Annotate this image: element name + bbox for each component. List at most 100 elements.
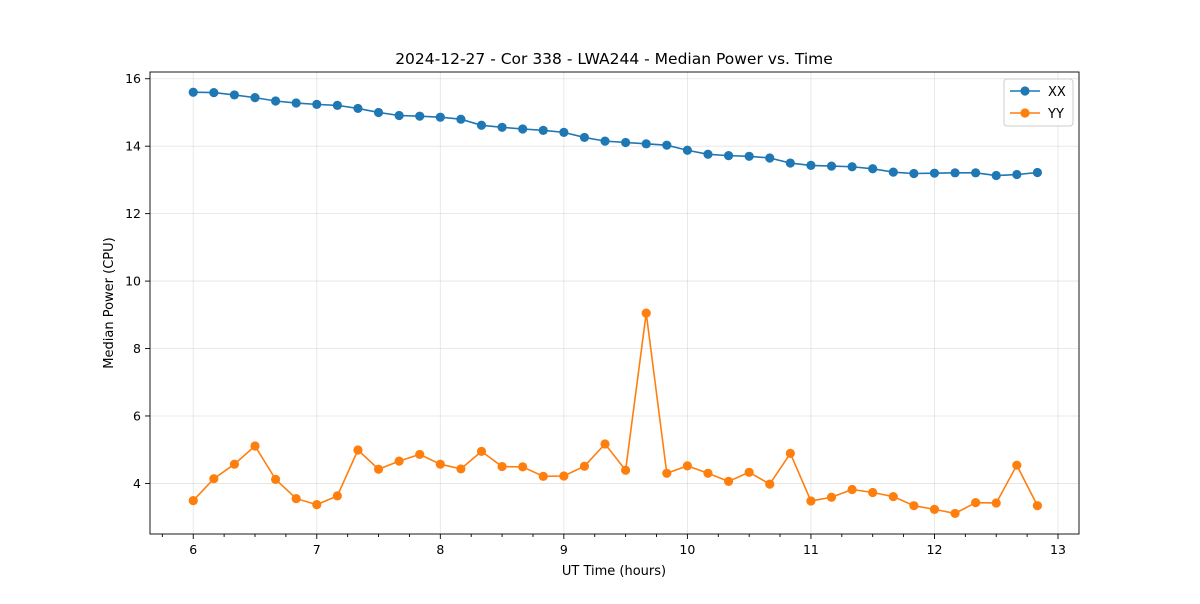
legend-label-xx: XX — [1048, 85, 1066, 100]
data-point-xx — [559, 127, 569, 137]
data-point-xx — [415, 111, 425, 121]
data-point-xx — [209, 87, 219, 98]
x-tick-label: 6 — [189, 542, 197, 557]
y-tick-label: 4 — [133, 476, 141, 491]
data-point-yy — [826, 492, 837, 502]
data-point-yy — [291, 493, 301, 504]
data-point-yy — [682, 461, 692, 471]
x-tick-label: 7 — [313, 542, 321, 557]
data-point-yy — [765, 479, 775, 489]
y-tick-label: 14 — [125, 139, 141, 154]
data-point-xx — [929, 168, 940, 178]
data-point-yy — [847, 484, 857, 495]
y-tick-label: 12 — [125, 206, 141, 221]
data-point-yy — [456, 464, 466, 474]
data-point-yy — [209, 474, 219, 484]
data-point-yy — [929, 504, 940, 514]
data-point-yy — [353, 445, 363, 455]
data-point-xx — [353, 103, 363, 114]
data-point-xx — [826, 161, 837, 171]
data-point-xx — [991, 170, 1001, 181]
data-point-xx — [476, 120, 487, 130]
data-point-yy — [723, 476, 734, 486]
data-point-xx — [723, 151, 734, 161]
data-point-xx — [600, 136, 610, 146]
legend-marker-xx — [1020, 86, 1030, 96]
data-point-xx — [456, 114, 466, 124]
y-tick-label: 10 — [125, 274, 141, 289]
x-tick-label: 11 — [803, 542, 819, 557]
data-point-xx — [271, 96, 281, 106]
x-axis-label: UT Time (hours) — [562, 564, 666, 579]
x-tick-label: 13 — [1050, 542, 1066, 557]
data-point-yy — [497, 461, 507, 472]
data-point-yy — [415, 449, 425, 460]
legend-marker-yy — [1020, 108, 1030, 118]
data-point-xx — [518, 124, 528, 134]
data-point-xx — [250, 93, 260, 103]
y-tick-label: 6 — [133, 408, 141, 423]
data-point-xx — [662, 140, 672, 150]
data-point-xx — [971, 168, 981, 178]
data-point-xx — [621, 137, 631, 148]
data-point-xx — [703, 149, 713, 159]
data-point-yy — [703, 468, 713, 478]
data-point-xx — [435, 112, 445, 122]
data-point-xx — [765, 153, 775, 163]
data-point-xx — [373, 107, 384, 118]
y-tick-label: 8 — [133, 341, 141, 356]
data-point-yy — [909, 501, 919, 511]
data-point-yy — [435, 459, 445, 469]
data-point-xx — [1012, 169, 1022, 180]
y-tick-label: 16 — [125, 71, 141, 86]
data-point-yy — [271, 474, 281, 484]
data-point-yy — [662, 468, 672, 478]
data-point-yy — [518, 462, 528, 472]
data-point-yy — [188, 496, 198, 506]
data-point-xx — [579, 132, 590, 143]
data-point-xx — [291, 98, 301, 108]
x-tick-label: 12 — [927, 542, 943, 557]
data-point-xx — [682, 145, 692, 155]
data-point-xx — [497, 122, 507, 132]
data-point-yy — [538, 471, 548, 481]
data-point-xx — [641, 139, 651, 149]
data-point-xx — [1032, 167, 1043, 178]
data-point-yy — [332, 491, 342, 501]
data-point-xx — [744, 151, 754, 161]
data-point-yy — [312, 500, 322, 510]
series-yy — [188, 308, 1043, 519]
x-tick-label: 10 — [679, 542, 695, 557]
legend: XX YY — [1003, 78, 1074, 127]
data-point-yy — [1012, 460, 1022, 470]
series-xx — [188, 87, 1043, 181]
axes-frame — [149, 71, 1080, 535]
data-point-yy — [229, 459, 240, 469]
data-point-xx — [888, 167, 898, 177]
data-point-yy — [950, 508, 960, 519]
data-point-xx — [909, 168, 919, 179]
data-point-yy — [559, 471, 569, 481]
data-point-yy — [621, 465, 631, 475]
data-point-yy — [373, 464, 384, 474]
data-point-yy — [991, 498, 1001, 508]
data-point-xx — [188, 87, 198, 97]
data-point-xx — [229, 90, 240, 100]
data-point-xx — [785, 158, 795, 168]
data-point-yy — [579, 461, 590, 471]
data-point-xx — [847, 162, 857, 172]
data-point-xx — [332, 100, 342, 110]
data-point-yy — [476, 446, 487, 456]
data-point-yy — [250, 441, 260, 451]
data-point-yy — [744, 467, 754, 477]
data-point-yy — [600, 439, 610, 449]
data-point-yy — [785, 448, 795, 459]
data-point-xx — [394, 110, 404, 121]
chart-title: 2024-12-27 - Cor 338 - LWA244 - Median P… — [395, 50, 833, 68]
grid — [150, 72, 1079, 534]
y-axis-label: Median Power (CPU) — [102, 237, 117, 368]
data-point-xx — [806, 160, 816, 171]
data-point-yy — [394, 456, 404, 466]
